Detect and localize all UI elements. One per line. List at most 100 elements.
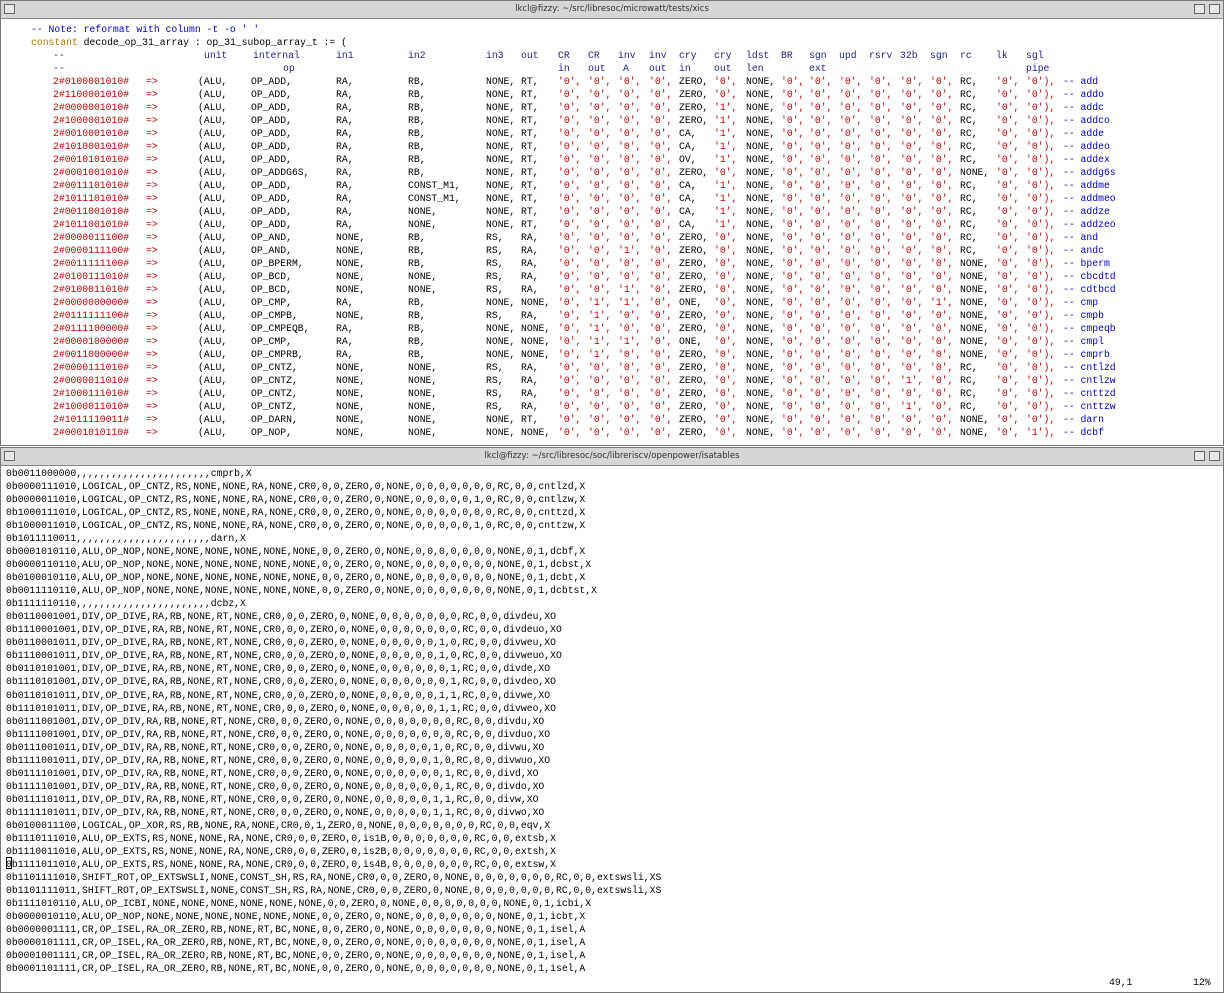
opcode: 2#0000000000#: [53, 297, 130, 308]
cell: '0',: [996, 284, 1020, 295]
maximize-button[interactable]: [1209, 451, 1220, 461]
cell: RA,: [336, 206, 354, 217]
cell: '0',: [588, 245, 612, 256]
cell: '0',: [714, 89, 738, 100]
cell: '0',: [714, 310, 738, 321]
comment: -- cmpb: [1063, 310, 1104, 321]
cell: NONE,: [746, 245, 776, 256]
cell: RT,: [521, 154, 539, 165]
cell: '0',: [618, 258, 642, 269]
cell: '0',: [781, 336, 805, 347]
cell: '0',: [558, 297, 582, 308]
cell: '0',: [781, 284, 805, 295]
cell: '0',: [781, 128, 805, 139]
cell: '0',: [839, 258, 863, 269]
cell: '0'),: [1026, 102, 1056, 113]
cell: =>: [146, 323, 158, 334]
text-line: 0b1110001001,DIV,OP_DIVE,RA,RB,NONE,RT,N…: [6, 624, 562, 636]
cell: '0',: [930, 154, 954, 165]
cell: (ALU,: [198, 89, 228, 100]
cell: RB,: [408, 128, 426, 139]
cell: '0',: [649, 284, 673, 295]
cell: '0',: [558, 76, 582, 87]
cell: NONE,: [336, 232, 366, 243]
cell: '0',: [996, 206, 1020, 217]
minimize-button[interactable]: [1194, 451, 1205, 461]
cell: '0',: [930, 271, 954, 282]
cell: '0',: [649, 245, 673, 256]
cell: =>: [146, 141, 158, 152]
cell: '0',: [558, 154, 582, 165]
comment: -- addg6s: [1063, 167, 1116, 178]
cell: '0',: [649, 232, 673, 243]
cell: '0',: [558, 401, 582, 412]
cell: '0',: [996, 297, 1020, 308]
cell: '0',: [714, 375, 738, 386]
opcode: 2#1000001010#: [53, 115, 130, 126]
minimize-button[interactable]: [1194, 4, 1205, 14]
cell: OP_ADD,: [251, 219, 292, 230]
cell: '0',: [618, 401, 642, 412]
window-menu-button[interactable]: [4, 451, 15, 461]
cell: '0',: [809, 258, 833, 269]
cell: NONE,: [960, 310, 990, 321]
opcode: 2#1100001010#: [53, 89, 130, 100]
cell: =>: [146, 193, 158, 204]
bottom-terminal: lkcl@fizzy: ~/src/libresoc/soc/librerisc…: [0, 447, 1224, 993]
cell: '0',: [930, 206, 954, 217]
cell: '0',: [618, 388, 642, 399]
cell: '0'),: [1026, 284, 1056, 295]
cell: NONE,: [408, 206, 438, 217]
cell: '0',: [930, 401, 954, 412]
cell: RA,: [521, 284, 539, 295]
opcode: 2#0111111100#: [53, 310, 130, 321]
cell: =>: [146, 206, 158, 217]
column-header: sgn: [930, 50, 948, 61]
cell: '0',: [996, 427, 1020, 438]
cell: '0'),: [1026, 180, 1056, 191]
cell: RA,: [336, 349, 354, 360]
opcode: 2#1011110011#: [53, 414, 130, 425]
cell: '0',: [809, 349, 833, 360]
cell: '0',: [649, 180, 673, 191]
cell: NONE,: [746, 115, 776, 126]
cell: '0'),: [1026, 232, 1056, 243]
cell: '0',: [900, 219, 924, 230]
column-header: ext: [809, 63, 827, 74]
cell: '0',: [996, 310, 1020, 321]
cell: RA,: [336, 115, 354, 126]
cell: '0',: [558, 258, 582, 269]
maximize-button[interactable]: [1209, 4, 1220, 14]
text-line: 0b1111001011,DIV,OP_DIV,RA,RB,NONE,RT,NO…: [6, 754, 551, 766]
text-line: 0b1110011010,ALU,OP_EXTS,RS,NONE,NONE,RA…: [6, 845, 556, 857]
cell: NONE,: [521, 297, 551, 308]
cell: '0',: [588, 219, 612, 230]
cell: RC,: [960, 180, 978, 191]
text-line: 0b0111001011,DIV,OP_DIV,RA,RB,NONE,RT,NO…: [6, 741, 545, 753]
cell: NONE,: [408, 219, 438, 230]
cell: '0',: [781, 206, 805, 217]
cell: NONE,: [746, 388, 776, 399]
cell: '0',: [618, 349, 642, 360]
cell: NONE,: [746, 427, 776, 438]
cell: (ALU,: [198, 362, 228, 373]
cell: '0',: [869, 362, 893, 373]
cell: '0',: [996, 323, 1020, 334]
cell: '0',: [930, 310, 954, 321]
cell: '0',: [900, 193, 924, 204]
cell: RC,: [960, 245, 978, 256]
cell: '0',: [781, 375, 805, 386]
cell: NONE,: [336, 362, 366, 373]
cell: (ALU,: [198, 141, 228, 152]
cell: NONE,: [336, 427, 366, 438]
cell: '0',: [714, 401, 738, 412]
cell: '0',: [781, 362, 805, 373]
cell: '0',: [869, 128, 893, 139]
opcode: 2#0010001010#: [53, 128, 130, 139]
window-menu-button[interactable]: [4, 4, 15, 14]
cell: RT,: [521, 414, 539, 425]
column-header: len: [746, 63, 764, 74]
comment: -- cmpl: [1063, 336, 1104, 347]
cell: '0',: [781, 232, 805, 243]
cell: '0',: [839, 154, 863, 165]
